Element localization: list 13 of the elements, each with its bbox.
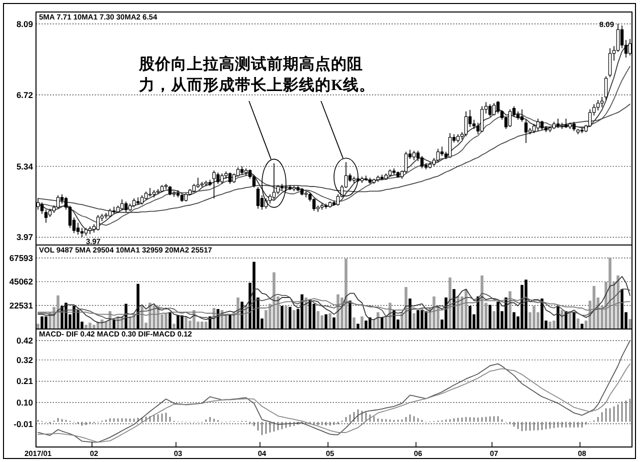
y-tick-label: 8.09 — [16, 18, 34, 29]
y-tick-label: 0.32 — [16, 354, 34, 365]
y-tick-label: 0.21 — [16, 376, 34, 386]
y-tick-label: 3.97 — [16, 232, 34, 242]
y-tick-label: -0.01 — [14, 418, 34, 429]
y-tick-label: 45062 — [9, 276, 34, 287]
y-tick-label: 6.72 — [16, 90, 34, 100]
y-tick-label: 5.34 — [16, 161, 34, 172]
y-tick-label: 0.10 — [16, 398, 34, 408]
annotation: 股价向上拉高测试前期高点的阻力，从而形成带长上影线的K线。 — [138, 54, 376, 94]
y-tick-label: 0.42 — [16, 336, 34, 346]
y-tick-label: 67593 — [9, 253, 34, 264]
y-tick-label: 22531 — [9, 300, 34, 310]
